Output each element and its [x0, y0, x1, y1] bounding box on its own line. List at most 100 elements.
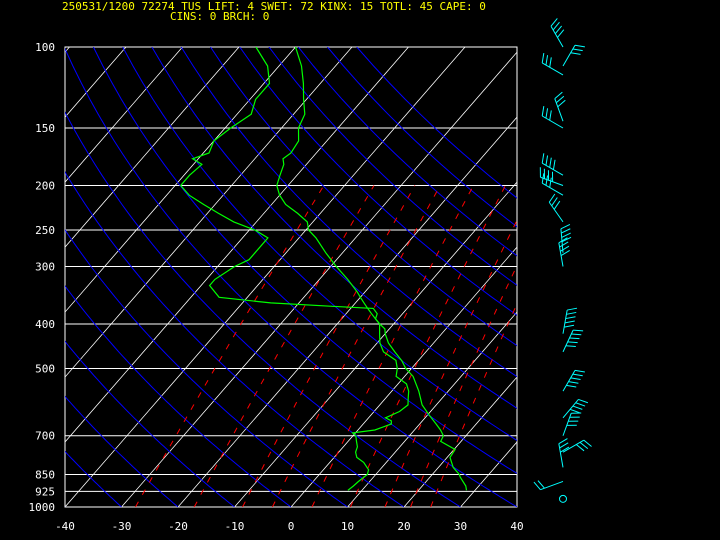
wind-barb-flag-4-1 — [545, 108, 549, 119]
wind-barb-12 — [562, 329, 584, 353]
wind-barb-15 — [562, 412, 582, 436]
mixing-ratio-1 — [193, 185, 375, 507]
dry-adiabat-120 — [297, 47, 517, 257]
wind-barb-staff-4 — [541, 115, 564, 129]
isotherm--90 — [65, 47, 183, 183]
isotherm-10 — [347, 311, 517, 507]
wind-barb-flag-9-2 — [561, 232, 571, 238]
wind-barb-flag-18-1 — [537, 480, 545, 489]
pressure-label-1000: 1000 — [29, 501, 56, 514]
sounding-profiles — [179, 47, 468, 491]
wind-barb-flag-16-0 — [583, 439, 592, 447]
pressure-label-850: 850 — [35, 469, 55, 482]
wind-barb-flag-1-1 — [572, 48, 583, 52]
plot-frame — [64, 46, 518, 508]
temp-label-10: 10 — [341, 520, 354, 533]
wind-barb-flag-16-2 — [575, 444, 585, 452]
temp-label-0: 0 — [288, 520, 295, 533]
pressure-label-500: 500 — [35, 363, 55, 376]
wind-barb-flag-14-2 — [572, 405, 583, 410]
temperature-profile — [276, 47, 468, 491]
temperature-axis: -40 -30 -20 -10 0 10 20 30 40 — [55, 520, 524, 533]
wind-barb-flag-12-1 — [571, 333, 582, 336]
wind-barb-flag-10-2 — [560, 245, 570, 252]
dry-adiabat-30 — [65, 111, 461, 507]
wind-barb-flag-8-0 — [548, 193, 556, 203]
pressure-label-700: 700 — [35, 430, 55, 443]
wind-barb-staff-11 — [562, 309, 568, 334]
wind-barb-flag-14-0 — [578, 398, 589, 404]
pressure-label-300: 300 — [35, 260, 55, 273]
wind-barb-flag-5-2 — [549, 157, 552, 168]
wind-barb-flag-5-0 — [541, 153, 545, 164]
dry-adiabat-100 — [239, 47, 517, 316]
wind-barb-18 — [533, 480, 564, 491]
isotherm--60 — [65, 47, 353, 378]
wind-barb-flag-13-3 — [568, 381, 579, 384]
dry-adiabat--10 — [65, 340, 235, 507]
mixing-ratio-5 — [311, 185, 474, 507]
wind-barb-flag-13-1 — [572, 373, 583, 377]
wind-barb-1 — [562, 44, 585, 67]
wind-barbs — [533, 18, 592, 503]
wind-barb-flag-8-2 — [553, 200, 561, 210]
wind-barb-5 — [541, 153, 564, 176]
dry-adiabat-10 — [65, 229, 348, 507]
wind-barb-flag-12-2 — [569, 337, 580, 340]
wind-barb-flag-13-2 — [570, 377, 581, 380]
isotherm--30 — [121, 51, 517, 507]
wind-barb-staff-12 — [562, 329, 574, 353]
wind-barb-flag-12-0 — [573, 329, 584, 332]
wind-barb-flag-5-1 — [545, 155, 549, 166]
wind-barb-staff-8 — [548, 201, 564, 223]
isotherm-30 — [460, 441, 517, 507]
wind-barb-flag-7-1 — [545, 175, 549, 186]
temp-label--10: -10 — [225, 520, 245, 533]
dry-adiabat-80 — [180, 47, 517, 378]
isotherm-40 — [516, 506, 517, 507]
temp-label-30: 30 — [454, 520, 467, 533]
wind-barb-14 — [562, 398, 589, 419]
wind-barb-flag-0-0 — [550, 18, 558, 27]
dry-adiabat-20 — [65, 171, 405, 507]
isotherm--20 — [177, 116, 517, 507]
pressure-label-200: 200 — [35, 179, 55, 192]
wind-barb-flag-9-0 — [560, 223, 571, 230]
wind-barb-flag-4-0 — [541, 106, 545, 117]
wind-barb-flag-11-0 — [567, 307, 578, 311]
wind-barb-staff-1 — [562, 45, 576, 67]
wind-barb-flag-3-0 — [554, 91, 563, 100]
dry-adiabat--20 — [65, 395, 179, 507]
dry-adiabat-70 — [151, 47, 517, 409]
wind-barb-flag-17-0 — [558, 438, 568, 445]
mixing-ratio-2 — [242, 185, 416, 507]
wind-barb-flag-9-3 — [561, 236, 572, 243]
isotherm--10 — [234, 181, 517, 507]
wind-barb-flag-11-1 — [566, 311, 577, 315]
pressure-label-250: 250 — [35, 224, 55, 237]
isotherm-0 — [290, 246, 517, 507]
temp-label-40: 40 — [510, 520, 523, 533]
wind-barb-3 — [554, 91, 566, 122]
wind-barb-flag-18-0 — [533, 481, 541, 490]
wind-barb-staff-2 — [541, 62, 564, 76]
thermo-grid — [65, 47, 517, 507]
temp-label-20: 20 — [397, 520, 410, 533]
dry-adiabat-40 — [65, 47, 517, 507]
wind-barb-flag-7-2 — [549, 177, 552, 188]
wind-barb-flag-8-1 — [551, 197, 558, 207]
wind-barb-flag-10-3 — [560, 250, 570, 257]
temp-label--30: -30 — [112, 520, 132, 533]
wind-barb-staff-3 — [554, 98, 564, 122]
wind-barb-7 — [541, 173, 564, 196]
wind-barb-flag-16-1 — [579, 441, 589, 450]
dry-adiabat-50 — [92, 47, 517, 474]
wind-barb-2 — [541, 52, 564, 76]
isotherm--40 — [65, 47, 466, 507]
wind-barb-staff-7 — [541, 182, 564, 196]
wind-barb-flag-3-1 — [555, 95, 565, 104]
wind-barb-flag-12-3 — [567, 341, 578, 344]
wind-barb-4 — [541, 106, 564, 129]
wind-barb-flag-11-4 — [564, 324, 575, 328]
